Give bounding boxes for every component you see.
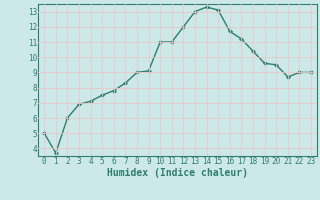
X-axis label: Humidex (Indice chaleur): Humidex (Indice chaleur) <box>107 168 248 178</box>
